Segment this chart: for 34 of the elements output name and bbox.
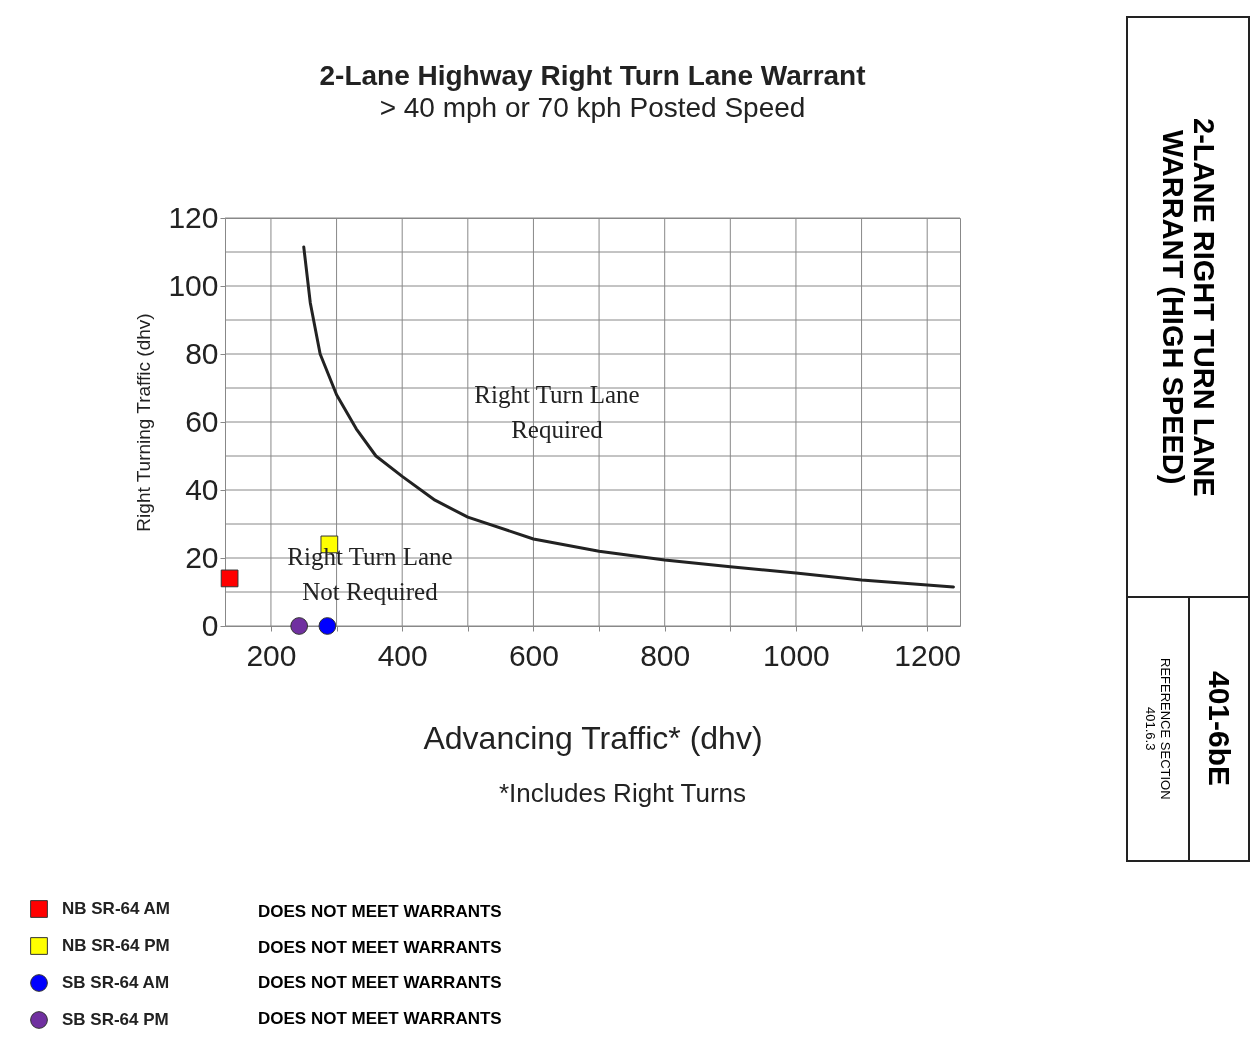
point <box>220 569 239 588</box>
point <box>318 617 337 635</box>
y-tick-label: 40 <box>185 472 219 506</box>
annotation: Right Turn Lane Not Required <box>287 543 453 605</box>
x-tick-label: 400 <box>377 638 428 672</box>
x-tick-label: 800 <box>640 638 691 672</box>
text: DOES NOT MEET WARRANTS <box>258 973 502 994</box>
y-tick-label: 0 <box>201 608 219 642</box>
chart-title: 2-Lane Highway Right Turn Lane Warrant <box>319 60 866 91</box>
legend-label: NB SR-64 PM <box>62 936 170 955</box>
x-tick-label: 1200 <box>894 638 962 672</box>
x-tick-label: 1000 <box>763 638 830 672</box>
y-tick-label: 20 <box>185 540 219 574</box>
y-tick-label: 60 <box>185 404 219 438</box>
chart-subtitle: > 40 mph or 70 kph Posted Speed <box>379 92 806 123</box>
text: DOES NOT MEET WARRANTS <box>258 1008 502 1030</box>
x-axis-title: Advancing Traffic* (dhv) <box>423 719 763 756</box>
x-tick-label: 600 <box>508 638 559 672</box>
y-tick-label: 80 <box>185 336 219 370</box>
point <box>290 617 309 635</box>
text: REFERENCE SECTION 401.6.3 <box>1143 657 1173 802</box>
text: DOES NOT MEET WARRANTS <box>258 937 502 959</box>
annotation: Right Turn Lane Required <box>474 381 640 443</box>
text: DOES NOT MEET WARRANTS <box>258 902 502 923</box>
y-tick-label: 100 <box>168 268 219 302</box>
y-tick-label: 120 <box>168 200 219 234</box>
text: 2-LANE RIGHT TURN LANE WARRANT (HIGH SPEED) <box>1157 116 1220 499</box>
legend-label: SB SR-64 PM <box>62 1010 169 1029</box>
legend-label: NB SR-64 AM <box>62 899 170 918</box>
y-axis-title: Right Turning Traffic (dhv) <box>133 313 155 532</box>
text: *Includes Right Turns <box>498 778 747 808</box>
legend-label: SB SR-64 AM <box>62 973 170 992</box>
text: 401-6bE <box>1202 671 1236 787</box>
x-tick-label: 200 <box>246 638 297 672</box>
